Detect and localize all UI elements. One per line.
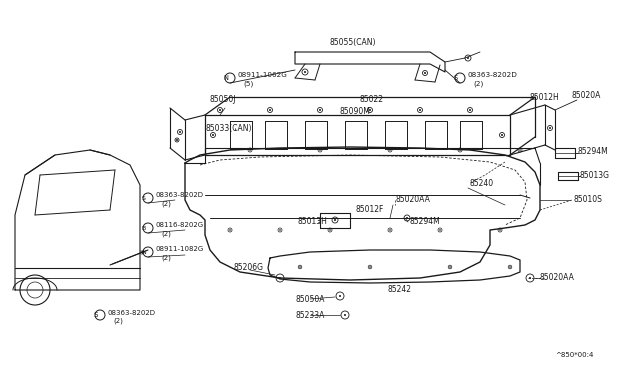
Circle shape bbox=[509, 266, 511, 268]
Circle shape bbox=[549, 127, 551, 129]
Text: (2): (2) bbox=[161, 231, 171, 237]
Text: 85294M: 85294M bbox=[410, 218, 441, 227]
Circle shape bbox=[460, 149, 461, 151]
Circle shape bbox=[269, 109, 271, 111]
Circle shape bbox=[329, 229, 331, 231]
Circle shape bbox=[279, 229, 281, 231]
Circle shape bbox=[501, 134, 503, 136]
Text: 85012H: 85012H bbox=[530, 93, 560, 103]
Text: 85010S: 85010S bbox=[573, 196, 602, 205]
Text: S: S bbox=[94, 312, 98, 318]
Text: 85090M: 85090M bbox=[340, 108, 371, 116]
Text: 85050J: 85050J bbox=[210, 96, 237, 105]
Text: 08363-8202D: 08363-8202D bbox=[467, 72, 517, 78]
Text: 85233A: 85233A bbox=[295, 311, 324, 321]
Text: 85013G: 85013G bbox=[580, 171, 610, 180]
Circle shape bbox=[212, 134, 214, 136]
Text: 85055(CAN): 85055(CAN) bbox=[330, 38, 376, 46]
Circle shape bbox=[339, 295, 341, 297]
Text: N: N bbox=[141, 250, 147, 254]
Text: 85012F: 85012F bbox=[355, 205, 383, 215]
Circle shape bbox=[469, 109, 471, 111]
Circle shape bbox=[229, 229, 231, 231]
Circle shape bbox=[406, 217, 408, 219]
Circle shape bbox=[369, 266, 371, 268]
Circle shape bbox=[439, 229, 441, 231]
Text: (2): (2) bbox=[113, 318, 123, 324]
Text: ^850*00:4: ^850*00:4 bbox=[555, 352, 593, 358]
Text: 08116-8202G: 08116-8202G bbox=[155, 222, 203, 228]
Text: 85020AA: 85020AA bbox=[540, 273, 575, 282]
Text: 85242: 85242 bbox=[388, 285, 412, 295]
Text: 85240: 85240 bbox=[470, 179, 494, 187]
Text: 85294M: 85294M bbox=[578, 148, 609, 157]
Circle shape bbox=[389, 229, 391, 231]
Text: 08363-8202D: 08363-8202D bbox=[155, 192, 203, 198]
Circle shape bbox=[319, 109, 321, 111]
Text: 85022: 85022 bbox=[360, 96, 384, 105]
Circle shape bbox=[389, 149, 391, 151]
Circle shape bbox=[319, 149, 321, 151]
Text: 85020AA: 85020AA bbox=[395, 196, 430, 205]
Text: S: S bbox=[454, 75, 458, 81]
Circle shape bbox=[176, 139, 178, 141]
Text: 85050A: 85050A bbox=[295, 295, 324, 305]
Circle shape bbox=[449, 266, 451, 268]
Circle shape bbox=[369, 109, 371, 111]
Text: 85013H: 85013H bbox=[297, 218, 327, 227]
Circle shape bbox=[424, 72, 426, 74]
Circle shape bbox=[519, 149, 521, 151]
Text: (5): (5) bbox=[243, 81, 253, 87]
Text: (2): (2) bbox=[473, 81, 483, 87]
Text: N: N bbox=[223, 75, 228, 81]
Circle shape bbox=[334, 219, 336, 221]
Text: 85020A: 85020A bbox=[572, 90, 602, 99]
Text: S: S bbox=[142, 196, 146, 201]
Text: (2): (2) bbox=[161, 255, 171, 261]
Circle shape bbox=[279, 277, 281, 279]
Text: 85033(CAN): 85033(CAN) bbox=[205, 124, 252, 132]
Circle shape bbox=[249, 149, 251, 151]
Circle shape bbox=[219, 109, 221, 111]
Text: (2): (2) bbox=[161, 201, 171, 207]
Text: 08363-8202D: 08363-8202D bbox=[107, 310, 155, 316]
Circle shape bbox=[419, 109, 421, 111]
Text: 08911-1082G: 08911-1082G bbox=[155, 246, 204, 252]
Circle shape bbox=[304, 71, 306, 73]
Circle shape bbox=[499, 229, 501, 231]
Circle shape bbox=[344, 314, 346, 316]
Circle shape bbox=[300, 266, 301, 268]
Text: 08911-1062G: 08911-1062G bbox=[237, 72, 287, 78]
Text: B: B bbox=[142, 225, 146, 231]
Text: 85206G: 85206G bbox=[233, 263, 263, 273]
Circle shape bbox=[179, 131, 181, 133]
Circle shape bbox=[529, 277, 531, 279]
Circle shape bbox=[467, 57, 469, 59]
